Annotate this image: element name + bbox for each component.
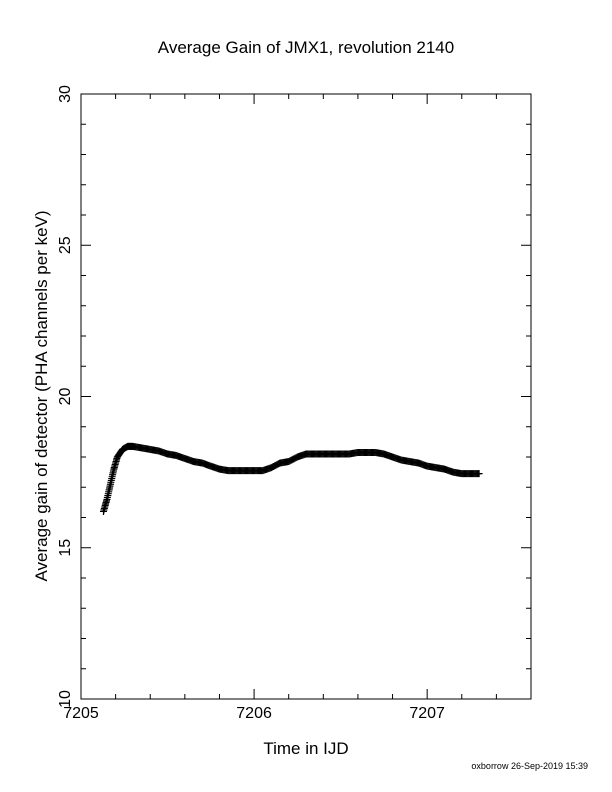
- footer-stamp: oxborrow 26-Sep-2019 15:39: [471, 761, 588, 771]
- y-tick-label: 15: [57, 539, 74, 557]
- x-tick-label: 7206: [236, 705, 272, 722]
- chart-title: Average Gain of JMX1, revolution 2140: [158, 38, 454, 57]
- x-tick-label: 7207: [409, 705, 445, 722]
- data-point: [475, 470, 483, 478]
- y-tick-label: 10: [57, 690, 74, 708]
- axis-ticks: [80, 93, 532, 700]
- y-axis-label: Average gain of detector (PHA channels p…: [32, 210, 51, 581]
- x-tick-labels: 7205 7206 7207: [63, 705, 445, 722]
- data-points: [100, 442, 483, 515]
- y-tick-label: 30: [57, 85, 74, 103]
- x-axis-label: Time in IJD: [263, 739, 348, 758]
- y-tick-label: 25: [57, 236, 74, 254]
- x-tick-label: 7205: [63, 705, 99, 722]
- y-tick-label: 20: [57, 388, 74, 406]
- y-tick-labels: 10 15 20 25 30: [57, 85, 74, 708]
- plot-frame: [80, 93, 532, 700]
